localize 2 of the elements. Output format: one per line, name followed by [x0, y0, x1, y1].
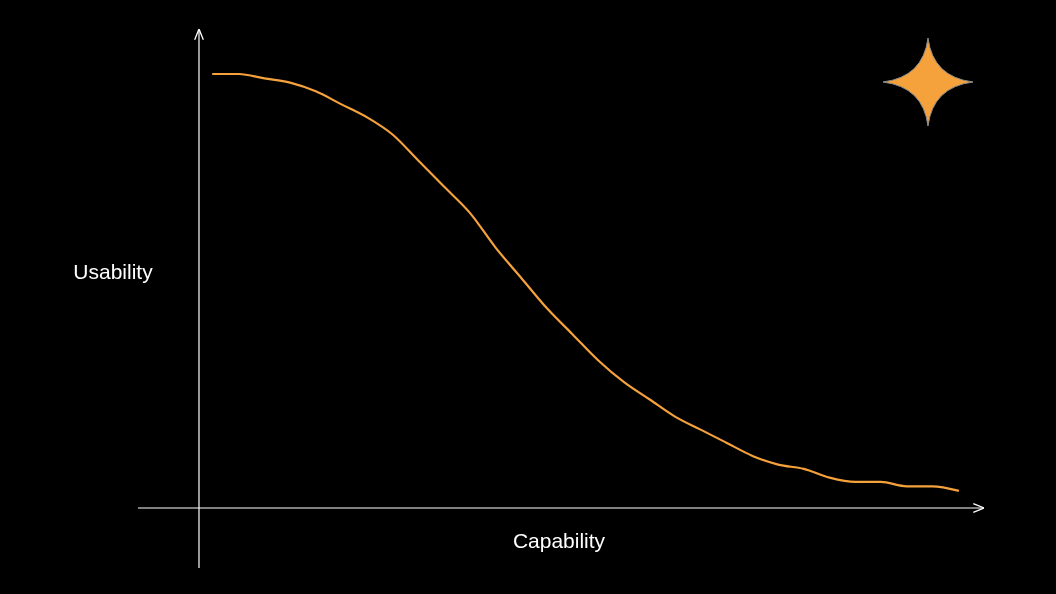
- y-axis-title: Usability: [73, 260, 154, 283]
- x-axis-title: Capability: [512, 529, 606, 552]
